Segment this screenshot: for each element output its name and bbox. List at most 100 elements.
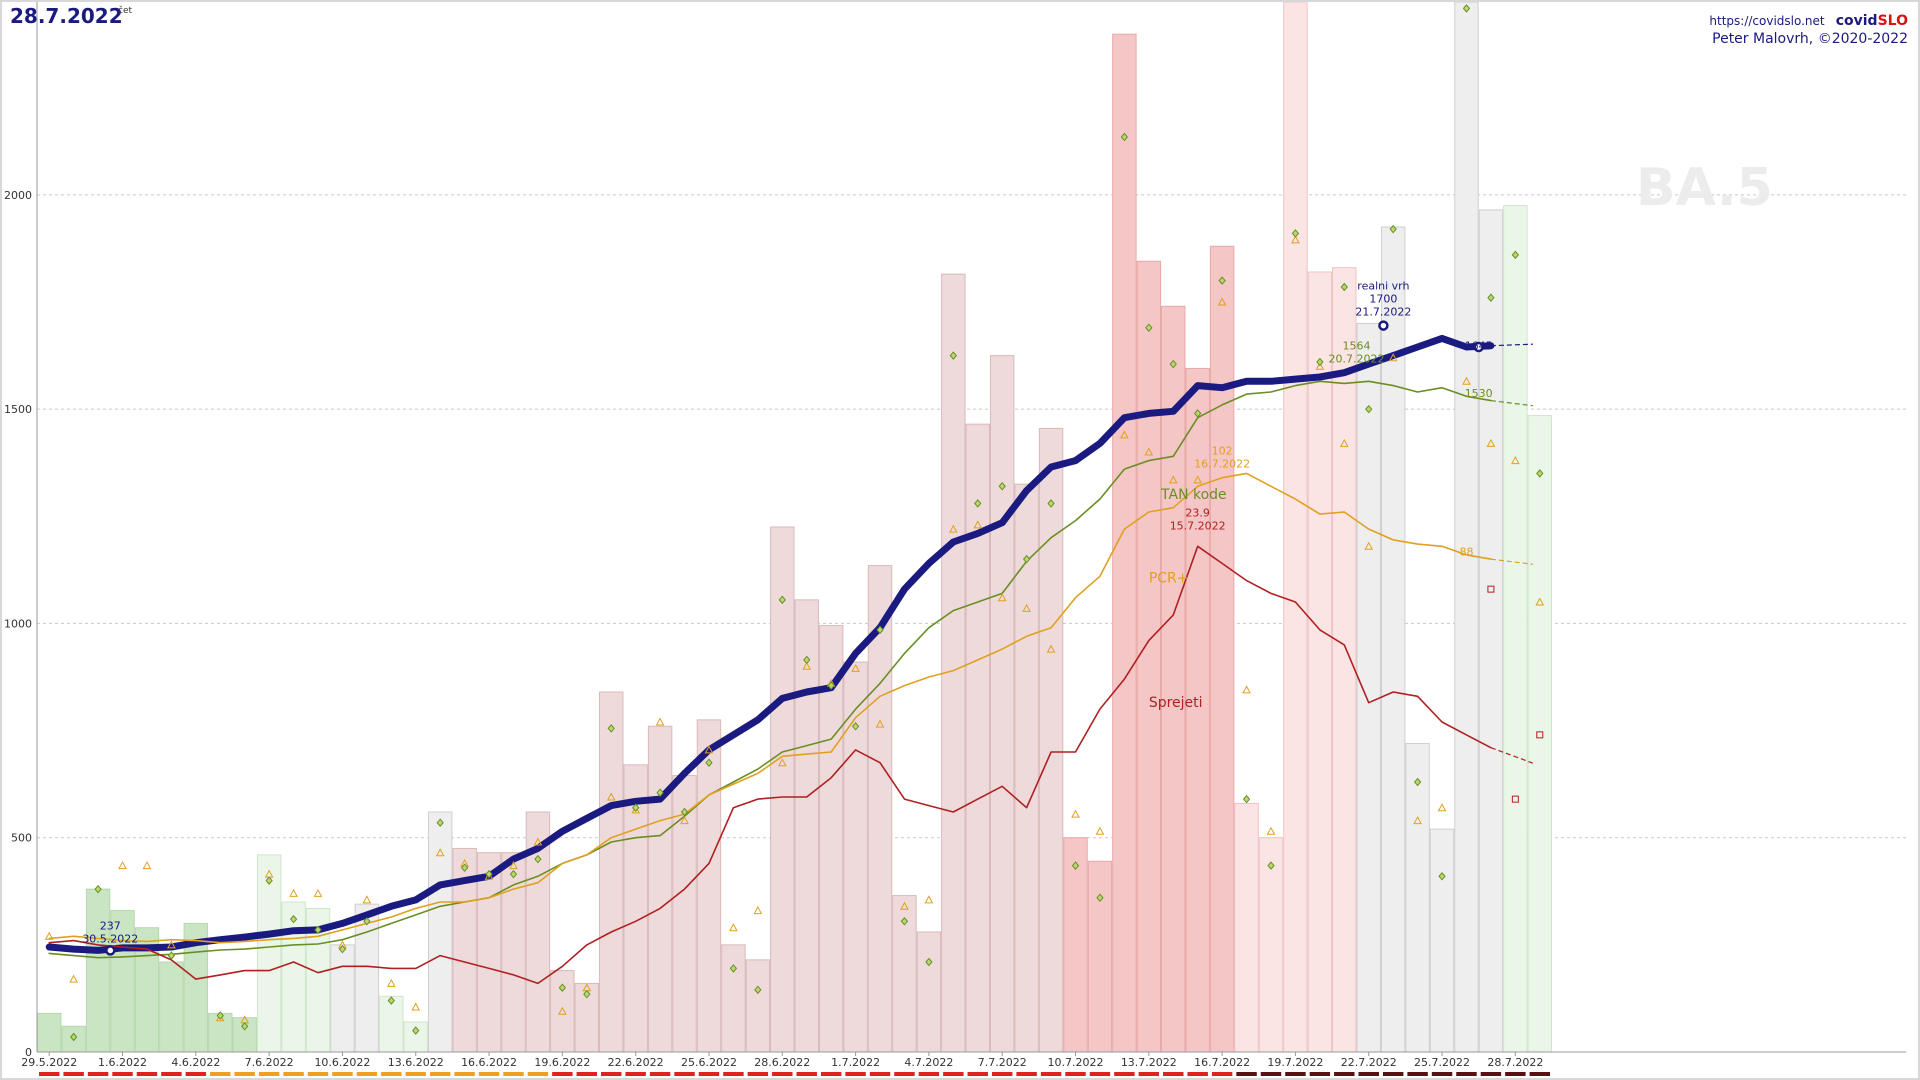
tan-marker xyxy=(1145,323,1153,332)
tan-marker xyxy=(94,884,102,894)
pcr-marker xyxy=(1217,297,1227,306)
week-band-segment xyxy=(1138,1072,1160,1076)
tan-marker xyxy=(656,788,664,797)
annotation-start: 237 xyxy=(100,919,121,932)
tan-marker xyxy=(241,1022,249,1031)
pcr-marker xyxy=(1120,430,1129,439)
pcr-marker xyxy=(680,816,689,825)
week-band-segment xyxy=(283,1072,304,1076)
tan-marker xyxy=(1511,250,1520,260)
tan-marker xyxy=(949,351,957,360)
pcr-marker xyxy=(655,717,665,726)
bar xyxy=(550,970,575,1053)
tan-marker xyxy=(974,499,982,508)
tan-marker xyxy=(1438,872,1446,881)
bar xyxy=(770,526,795,1053)
bar xyxy=(1258,837,1284,1053)
pcr-marker xyxy=(69,974,78,983)
week-band-segment xyxy=(381,1072,402,1076)
tan-marker xyxy=(754,985,762,995)
week-band-segment xyxy=(625,1072,646,1076)
pcr-marker xyxy=(118,861,127,870)
week-band-segment xyxy=(967,1072,988,1076)
pcr-marker xyxy=(851,663,860,672)
week-band-segment xyxy=(1358,1072,1379,1076)
week-band-segment xyxy=(1089,1072,1111,1076)
bar xyxy=(1454,1,1479,1053)
bar xyxy=(1307,271,1333,1053)
week-band-segment xyxy=(723,1072,744,1076)
tan-marker xyxy=(265,876,273,885)
copyright: Peter Malovrh, ©2020-2022 xyxy=(1712,31,1908,47)
series-line-hosp xyxy=(48,545,1492,985)
bar xyxy=(37,1012,62,1053)
pcr-marker xyxy=(1315,361,1325,370)
bar xyxy=(916,931,942,1053)
annotation-pcr-peak: 102 xyxy=(1212,445,1233,458)
week-band-segment xyxy=(1407,1072,1428,1076)
week-band-segment xyxy=(576,1072,598,1076)
tan-marker xyxy=(1536,469,1544,478)
tan-marker xyxy=(387,996,395,1005)
bar xyxy=(476,852,502,1053)
annotation-circle xyxy=(1473,341,1484,353)
bar xyxy=(427,811,453,1053)
tan-marker xyxy=(1194,409,1202,418)
pcr-marker xyxy=(1193,475,1203,484)
week-band-segment xyxy=(356,1072,378,1076)
tan-marker xyxy=(1218,276,1226,285)
bar xyxy=(1429,828,1455,1053)
x-tick-label: 19.7.2022 xyxy=(1267,1056,1323,1069)
week-band-segment xyxy=(552,1072,573,1076)
bar xyxy=(1112,33,1137,1053)
week-band-segment xyxy=(1480,1072,1502,1076)
series-line-tan xyxy=(48,380,1492,959)
week-band-segment xyxy=(918,1072,940,1076)
pcr-marker xyxy=(1095,826,1105,835)
tan-marker xyxy=(558,983,567,992)
bar xyxy=(85,888,111,1053)
site-url[interactable]: https://covidslo.net xyxy=(1709,14,1825,28)
bar xyxy=(159,961,184,1053)
pcr-marker xyxy=(875,719,885,728)
annotation-last-pcr: 88 xyxy=(1459,545,1473,558)
x-tick-label: 13.7.2022 xyxy=(1121,1056,1177,1069)
axes: 0 500 1000 1500 2000 29.5.2022 1.6.2022 4.6.202… xyxy=(4,2,1906,1076)
week-band-segment xyxy=(1382,1072,1404,1076)
pcr-marker xyxy=(900,901,909,910)
annotation-hosp-peak: 23.9 xyxy=(1185,507,1210,520)
brand-prefix: covid xyxy=(1835,13,1878,29)
x-tick-label: 7.6.2022 xyxy=(245,1056,294,1069)
week-band-segment xyxy=(210,1072,231,1076)
bar xyxy=(647,725,673,1053)
tan-marker xyxy=(827,681,835,690)
pcr-marker xyxy=(1437,803,1447,812)
tan-marker xyxy=(900,917,909,926)
tan-marker xyxy=(1120,132,1129,142)
week-band-segment xyxy=(1211,1072,1233,1076)
tan-marker xyxy=(1071,861,1080,870)
bar xyxy=(1356,322,1381,1053)
week-band-segment xyxy=(39,1072,60,1076)
annotation-peak: 1700 xyxy=(1369,292,1397,305)
pcr-marker xyxy=(435,848,445,857)
x-tick-label: 22.6.2022 xyxy=(608,1056,664,1069)
annotation-start: 30.5.2022 xyxy=(82,932,138,945)
bar xyxy=(721,944,746,1053)
week-band-segment xyxy=(258,1072,280,1076)
pcr-marker xyxy=(1462,376,1471,385)
series-line-main xyxy=(45,334,1495,954)
week-band-segment xyxy=(1016,1072,1037,1076)
x-tick-label: 25.7.2022 xyxy=(1414,1056,1470,1069)
week-band-segment xyxy=(1529,1072,1550,1076)
bar xyxy=(1087,860,1113,1053)
annotation-circle xyxy=(105,945,116,956)
x-tick-label: 1.6.2022 xyxy=(98,1056,147,1069)
pcr-marker xyxy=(44,931,54,940)
x-tick-label: 4.7.2022 xyxy=(904,1056,953,1069)
hosp-marker xyxy=(1536,731,1544,739)
pcr-marker xyxy=(386,978,396,987)
week-band-segment xyxy=(1114,1072,1135,1076)
